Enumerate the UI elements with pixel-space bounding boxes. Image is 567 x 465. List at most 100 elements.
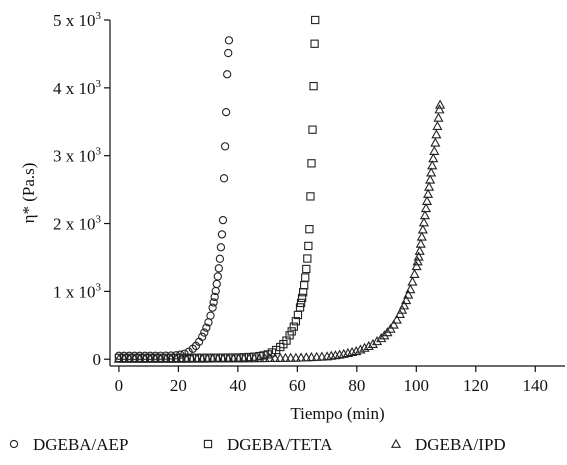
data-point <box>206 311 215 320</box>
data-point <box>303 254 312 263</box>
data-point <box>243 353 255 363</box>
data-point <box>145 353 156 363</box>
data-point <box>208 303 217 312</box>
y-tick-label: 3 x 103 <box>53 146 102 166</box>
data-point <box>301 352 312 362</box>
data-point <box>191 353 203 363</box>
y-tick-label: 2 x 103 <box>53 214 102 234</box>
y-axis-title: η* (Pa.s) <box>19 163 38 224</box>
plot-axes <box>109 20 565 367</box>
data-point <box>200 328 209 337</box>
data-point <box>219 174 229 183</box>
data-point <box>181 353 192 363</box>
data-point <box>351 345 362 356</box>
data-point <box>305 225 314 234</box>
data-point <box>388 319 399 329</box>
data-point <box>186 353 197 363</box>
data-point <box>427 160 438 170</box>
data-point <box>202 353 213 363</box>
data-point <box>124 353 135 363</box>
x-tick-label: 60 <box>289 376 306 395</box>
data-point <box>285 352 296 362</box>
data-point <box>421 195 433 206</box>
data-point <box>287 327 296 336</box>
data-point <box>371 336 383 346</box>
data-point <box>202 323 211 332</box>
data-point <box>212 353 223 363</box>
data-point <box>259 352 270 363</box>
data-point <box>309 81 318 91</box>
data-point <box>150 353 161 363</box>
data-point <box>401 294 412 305</box>
data-point <box>218 215 228 225</box>
y-tick-label: 1 x 103 <box>53 281 102 301</box>
data-point <box>405 284 416 294</box>
data-point <box>304 241 313 251</box>
data-point <box>210 292 219 302</box>
data-point <box>426 167 437 177</box>
data-point <box>295 352 307 362</box>
data-point <box>424 181 435 191</box>
data-point <box>217 353 229 363</box>
data-point <box>422 188 434 198</box>
data-point <box>431 129 442 139</box>
data-point <box>399 300 410 310</box>
data-point <box>207 353 218 363</box>
x-axis-title: Tiempo (min) <box>290 404 384 423</box>
data-point <box>434 104 445 114</box>
data-point <box>411 260 422 271</box>
data-point <box>176 353 187 363</box>
data-point <box>391 314 402 324</box>
data-point <box>432 120 443 131</box>
data-point <box>228 353 239 363</box>
data-point <box>417 224 428 234</box>
data-point <box>420 202 432 213</box>
data-point <box>264 352 275 363</box>
series-dgeba-aep <box>114 36 234 360</box>
data-point <box>363 340 374 351</box>
legend-marker-circle <box>9 439 19 449</box>
data-point <box>217 230 227 239</box>
data-point <box>310 39 319 48</box>
data-point <box>224 36 234 45</box>
data-point <box>238 353 249 363</box>
data-point <box>216 243 226 252</box>
data-point <box>308 125 317 134</box>
data-point <box>428 153 439 163</box>
legend-marker-triangle <box>390 438 402 448</box>
data-point <box>223 353 234 363</box>
data-point <box>433 112 444 122</box>
data-point <box>224 48 233 58</box>
data-point <box>412 256 423 266</box>
data-point <box>155 353 166 363</box>
data-point <box>275 352 286 362</box>
data-point <box>429 145 440 155</box>
data-point <box>316 351 327 361</box>
data-point <box>379 330 390 340</box>
data-point <box>249 353 260 363</box>
x-tick-label: 80 <box>348 376 365 395</box>
legend-marker-square <box>203 439 213 449</box>
data-point <box>221 108 231 117</box>
data-point <box>415 238 426 248</box>
data-point <box>254 353 265 363</box>
x-tick-label: 20 <box>170 376 187 395</box>
data-point <box>214 264 223 273</box>
data-point <box>376 333 387 343</box>
data-point <box>359 342 370 352</box>
data-point <box>113 353 124 363</box>
data-point <box>403 289 414 299</box>
data-point <box>267 348 277 357</box>
data-point <box>280 352 291 362</box>
data-point <box>289 322 298 331</box>
data-point <box>220 142 230 151</box>
x-tick-label: 120 <box>463 376 489 395</box>
data-point <box>355 344 366 354</box>
data-point <box>139 353 151 363</box>
data-point <box>269 352 281 362</box>
data-point <box>271 345 281 355</box>
data-marks <box>113 15 446 363</box>
data-point <box>300 281 309 290</box>
data-point <box>296 298 306 308</box>
